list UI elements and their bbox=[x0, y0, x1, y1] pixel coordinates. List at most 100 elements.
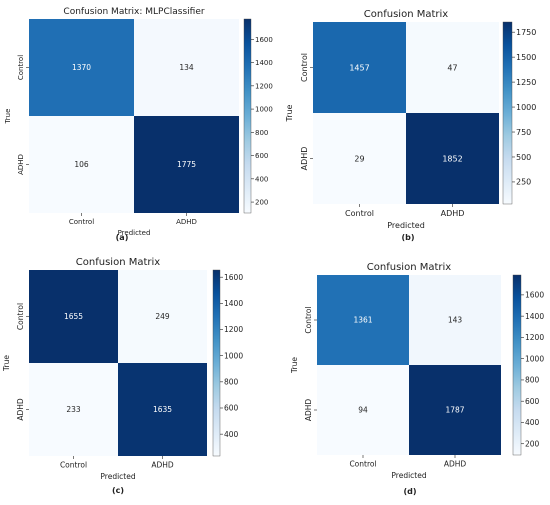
heatmap-cell bbox=[406, 113, 499, 204]
colorbar-tick-label: 400 bbox=[525, 418, 540, 427]
colorbar-tick-label: 600 bbox=[255, 152, 268, 160]
cell-value-label: 1370 bbox=[72, 63, 91, 72]
colorbar-tick-label: 800 bbox=[224, 377, 239, 386]
cell-value-label: 1787 bbox=[445, 406, 464, 415]
heatmap-cell bbox=[313, 22, 406, 113]
subfigure-caption: (b) bbox=[401, 233, 414, 242]
colorbar-tick-label: 500 bbox=[516, 153, 531, 162]
colorbar-tick-label: 1750 bbox=[516, 28, 536, 37]
cell-value-label: 134 bbox=[179, 63, 194, 72]
colorbar-tick-label: 600 bbox=[525, 397, 540, 406]
colorbar-tick-label: 1000 bbox=[224, 351, 243, 360]
x-tick-label: Control bbox=[60, 461, 87, 470]
y-tick-label: ADHD bbox=[304, 399, 313, 422]
colorbar-frame bbox=[212, 269, 221, 457]
y-tick-label: Control bbox=[16, 303, 25, 330]
colorbar-tick-label: 1600 bbox=[525, 291, 544, 300]
cell-value-label: 1361 bbox=[353, 316, 372, 325]
cell-value-label: 94 bbox=[358, 406, 368, 415]
colorbar bbox=[503, 22, 512, 204]
chart-title: Confusion Matrix bbox=[76, 257, 160, 268]
colorbar-tick-label: 200 bbox=[525, 439, 540, 448]
colorbar-tick-label: 1000 bbox=[525, 354, 544, 363]
subfigure-caption: (c) bbox=[112, 486, 124, 495]
heatmap-cell bbox=[409, 365, 501, 455]
x-axis-label: Predicted bbox=[387, 221, 425, 230]
colorbar-tick-label: 250 bbox=[516, 178, 531, 187]
cell-value-label: 47 bbox=[447, 63, 457, 72]
colorbar-tick-label: 1500 bbox=[516, 53, 536, 62]
cell-value-label: 143 bbox=[448, 316, 463, 325]
colorbar bbox=[244, 19, 251, 213]
y-tick-label: ADHD bbox=[300, 147, 309, 171]
y-tick-label: Control bbox=[17, 55, 25, 80]
chart-title: Confusion Matrix bbox=[367, 262, 451, 273]
colorbar-tick-label: 1200 bbox=[525, 333, 544, 342]
y-axis-label: True bbox=[4, 109, 12, 125]
colorbar-tick-label: 800 bbox=[255, 129, 268, 137]
colorbar-tick-label: 1200 bbox=[224, 325, 243, 334]
x-axis-label: Predicted bbox=[391, 471, 426, 480]
x-tick-label: Control bbox=[349, 460, 376, 469]
x-tick-label: ADHD bbox=[151, 461, 174, 470]
cell-value-label: 29 bbox=[354, 154, 364, 163]
heatmap-cell bbox=[29, 116, 134, 213]
heatmap-cell bbox=[29, 363, 118, 456]
colorbar-frame bbox=[243, 18, 252, 214]
colorbar-tick-label: 200 bbox=[255, 199, 268, 207]
x-tick-label: ADHD bbox=[176, 218, 197, 226]
colorbar bbox=[513, 275, 521, 455]
heatmap-cell bbox=[134, 19, 239, 116]
x-tick-label: ADHD bbox=[444, 460, 467, 469]
cell-value-label: 106 bbox=[74, 160, 89, 169]
cell-value-label: 1655 bbox=[64, 312, 83, 321]
colorbar-tick-label: 1600 bbox=[224, 273, 243, 282]
y-tick-label: ADHD bbox=[17, 154, 25, 175]
subfigure-caption: (d) bbox=[403, 487, 416, 496]
colorbar-tick-label: 1000 bbox=[255, 106, 273, 114]
cell-value-label: 1635 bbox=[153, 405, 172, 414]
colorbar-tick-label: 1400 bbox=[224, 299, 243, 308]
colorbar-tick-label: 1400 bbox=[255, 59, 273, 67]
y-tick-label: ADHD bbox=[16, 398, 25, 421]
cell-value-label: 1852 bbox=[442, 154, 462, 163]
x-tick-label: ADHD bbox=[441, 209, 465, 218]
cell-value-label: 233 bbox=[66, 405, 81, 414]
heatmap-cell bbox=[29, 19, 134, 116]
chart-title: Confusion Matrix: MLPClassifier bbox=[63, 7, 204, 17]
colorbar-tick-label: 400 bbox=[255, 175, 268, 183]
cell-value-label: 1457 bbox=[349, 63, 369, 72]
heatmap-cell bbox=[409, 275, 501, 365]
colorbar-tick-label: 800 bbox=[525, 376, 540, 385]
colorbar-tick-label: 1600 bbox=[255, 36, 273, 44]
colorbar-tick-label: 1200 bbox=[255, 82, 273, 90]
colorbar-tick-label: 400 bbox=[224, 430, 239, 439]
heatmap-cell bbox=[313, 113, 406, 204]
y-axis-label: True bbox=[285, 104, 294, 122]
x-tick-label: Control bbox=[69, 218, 94, 226]
cell-value-label: 1775 bbox=[177, 160, 196, 169]
colorbar-frame bbox=[502, 21, 513, 205]
y-tick-label: Control bbox=[300, 53, 309, 82]
subfigure-caption: (a) bbox=[116, 233, 129, 242]
heatmap-cell bbox=[118, 363, 207, 456]
x-axis-label: Predicted bbox=[118, 229, 151, 237]
colorbar-frame bbox=[512, 274, 522, 456]
heatmap-cell bbox=[29, 270, 118, 363]
y-tick-label: Control bbox=[304, 306, 313, 333]
colorbar-tick-label: 750 bbox=[516, 128, 531, 137]
heatmap-cell bbox=[406, 22, 499, 113]
heatmap-cell bbox=[317, 275, 409, 365]
cell-value-label: 249 bbox=[155, 312, 170, 321]
colorbar-tick-label: 1000 bbox=[516, 103, 536, 112]
heatmap-cell bbox=[317, 365, 409, 455]
heatmap-cell bbox=[134, 116, 239, 213]
heatmap-cell bbox=[118, 270, 207, 363]
x-tick-label: Control bbox=[345, 209, 374, 218]
colorbar-tick-label: 1250 bbox=[516, 78, 536, 87]
colorbar bbox=[213, 270, 220, 456]
y-axis-label: True bbox=[290, 357, 299, 374]
colorbar-tick-label: 600 bbox=[224, 404, 239, 413]
y-axis-label: True bbox=[2, 355, 11, 372]
